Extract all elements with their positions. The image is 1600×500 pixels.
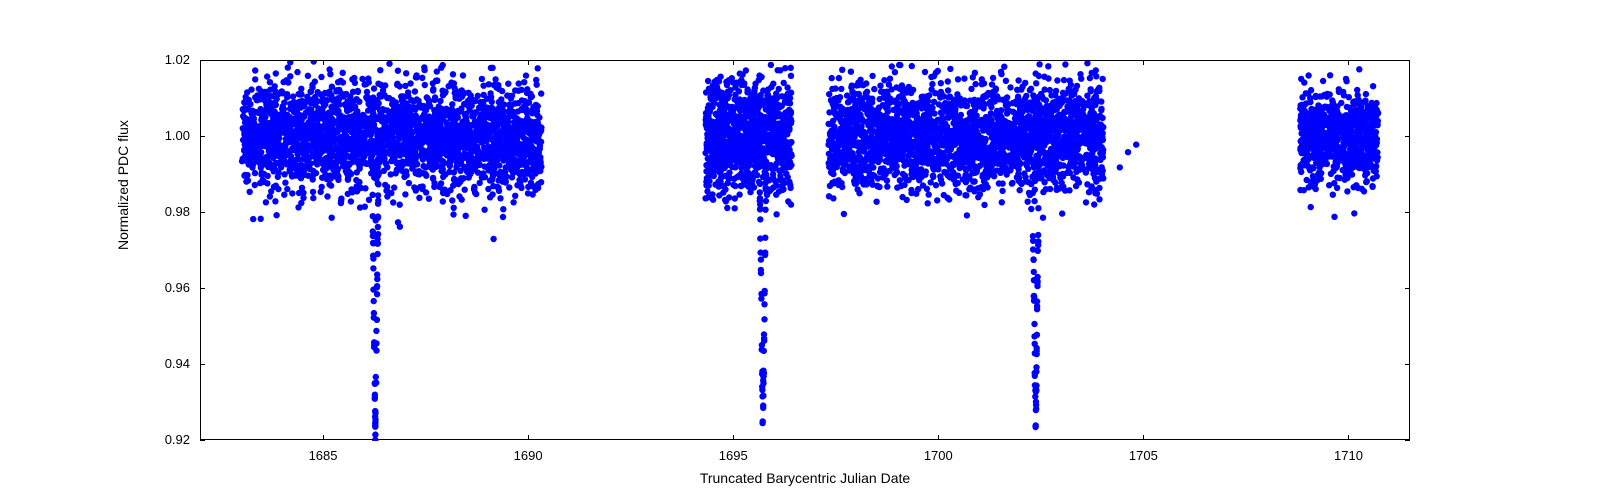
xtick-mark [528,60,529,65]
ytick-mark [1405,136,1410,137]
xtick-label: 1695 [708,448,758,463]
xtick-mark [938,60,939,65]
xtick-mark [1143,435,1144,440]
xtick-mark [938,435,939,440]
xtick-mark [1348,435,1349,440]
ytick-label: 0.92 [140,432,190,447]
xtick-label: 1700 [913,448,963,463]
x-axis-label: Truncated Barycentric Julian Date [200,470,1410,486]
ytick-label: 1.00 [140,128,190,143]
xtick-label: 1685 [298,448,348,463]
ytick-label: 0.94 [140,356,190,371]
xtick-mark [733,435,734,440]
xtick-label: 1710 [1323,448,1373,463]
xtick-mark [1143,60,1144,65]
xtick-mark [323,60,324,65]
xtick-mark [733,60,734,65]
ytick-mark [1405,440,1410,441]
ytick-mark [200,364,205,365]
ytick-mark [1405,288,1410,289]
xtick-label: 1690 [503,448,553,463]
y-axis-label: Normalized PDC flux [115,120,131,250]
ytick-mark [1405,212,1410,213]
ytick-mark [200,440,205,441]
xtick-mark [528,435,529,440]
ytick-mark [200,136,205,137]
ytick-label: 0.96 [140,280,190,295]
ytick-mark [200,212,205,213]
scatter-points [201,61,1411,441]
ytick-mark [200,288,205,289]
ytick-mark [200,60,205,61]
ytick-label: 1.02 [140,52,190,67]
ytick-mark [1405,364,1410,365]
ytick-label: 0.98 [140,204,190,219]
plot-area [200,60,1410,440]
xtick-label: 1705 [1118,448,1168,463]
xtick-mark [1348,60,1349,65]
ytick-mark [1405,60,1410,61]
chart-container [200,60,1410,440]
xtick-mark [323,435,324,440]
